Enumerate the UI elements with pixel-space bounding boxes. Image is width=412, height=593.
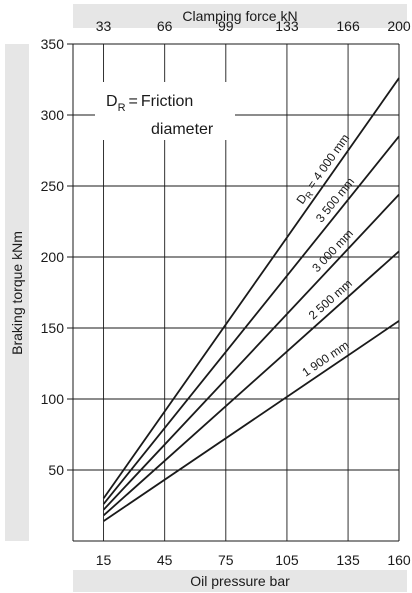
x-tick-label: 135 xyxy=(336,552,360,568)
plot-frame xyxy=(72,43,400,542)
y-tick-label: 200 xyxy=(41,249,65,265)
x-tick-label: 75 xyxy=(218,552,234,568)
x-tick-label: 160 xyxy=(387,552,411,568)
y-tick-label: 150 xyxy=(41,320,65,336)
x-axis-title-text: Oil pressure bar xyxy=(190,573,290,589)
y-tick-label: 350 xyxy=(41,36,65,52)
top-tick-label: 200 xyxy=(387,18,411,34)
top-tick-label: 166 xyxy=(336,18,360,34)
series-line xyxy=(102,77,400,499)
legend-box: DR = Friction diameter xyxy=(95,82,235,140)
tick-labels: 15 33 45 66 75 99 105 133 135 166 160 200 50 100 150 20… xyxy=(41,18,411,568)
legend-line-1: DR = Friction xyxy=(106,93,193,114)
legend-line-2: diameter xyxy=(151,121,214,138)
y-tick-label: 250 xyxy=(41,178,65,194)
series-label: 3 000 mm xyxy=(309,226,356,275)
x-tick-label: 105 xyxy=(275,552,299,568)
top-axis-title-text: Clamping force kN xyxy=(182,8,298,24)
series-line xyxy=(102,250,400,517)
top-tick-label: 99 xyxy=(218,18,234,34)
legend-friction: Friction xyxy=(141,93,193,110)
legend-subscript: R xyxy=(118,102,126,114)
y-tick-label: 300 xyxy=(41,107,65,123)
top-tick-label: 33 xyxy=(96,18,112,34)
legend-symbol: D xyxy=(106,93,118,110)
top-axis-title: Clamping force kN xyxy=(73,4,407,28)
series-lines xyxy=(102,77,400,522)
x-axis-title: Oil pressure bar xyxy=(73,570,407,592)
y-tick-label: 100 xyxy=(41,391,65,407)
series-line xyxy=(103,320,400,522)
legend-equals: = xyxy=(129,93,138,110)
top-tick-label: 66 xyxy=(157,18,173,34)
x-tick-label: 15 xyxy=(96,552,112,568)
legend-background xyxy=(95,82,235,140)
series-label: 2 500 mm xyxy=(306,276,355,322)
series-line xyxy=(102,193,400,511)
y-axis-title: Braking torque kNm xyxy=(5,44,29,541)
series-line xyxy=(102,135,400,505)
x-tick-label: 45 xyxy=(157,552,173,568)
top-tick-label: 133 xyxy=(275,18,299,34)
y-tick-label: 50 xyxy=(48,462,64,478)
